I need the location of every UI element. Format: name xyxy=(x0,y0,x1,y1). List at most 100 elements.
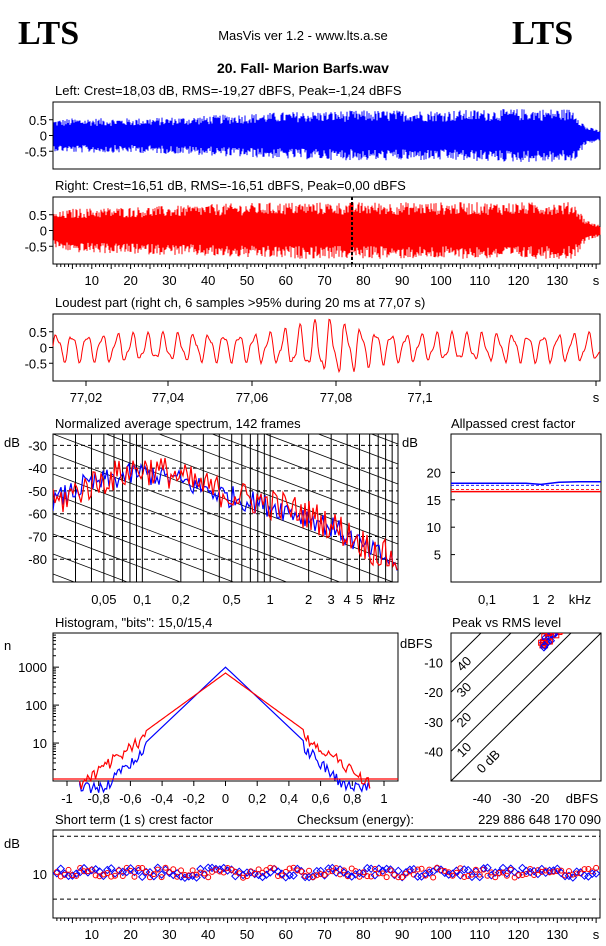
logo-left: LTS xyxy=(18,15,79,52)
shortcrest-right-point xyxy=(484,872,491,879)
shortcrest-left-point xyxy=(262,870,271,880)
shortcrest-left-point xyxy=(386,865,395,874)
shortcrest-right-point xyxy=(205,874,212,881)
shortcrest-right-point xyxy=(100,871,107,878)
shortcrest-right-point xyxy=(329,868,336,875)
shortcrest-right-point xyxy=(581,866,588,873)
peakrms-left-point xyxy=(561,615,568,622)
right-xtick-label: 50 xyxy=(240,273,254,288)
shortcrest-right-point xyxy=(143,868,150,875)
shortcrest-right-point xyxy=(174,873,181,880)
shortcrest-right-point xyxy=(321,871,328,878)
peakrms-right-point xyxy=(553,633,560,639)
shortcrest-right-point xyxy=(496,869,503,876)
shortcrest-right-point xyxy=(298,868,305,875)
shortcrest-xtick-label: 60 xyxy=(279,927,293,942)
shortcrest-left-point xyxy=(149,871,159,881)
right-xtick-label: 60 xyxy=(279,273,293,288)
shortcrest-right-point xyxy=(476,871,483,878)
shortcrest-right-point xyxy=(371,865,378,872)
allpassed-plot: 20 15 10 5 0,1 1 2 kHz xyxy=(427,465,601,607)
spectrum-xtick-label: 0,05 xyxy=(91,592,116,607)
shortcrest-right-point xyxy=(240,874,247,881)
shortcrest-right-point xyxy=(465,873,472,880)
histogram-xtick-label: 0 xyxy=(222,791,229,806)
histogram-xtick-label: -0,6 xyxy=(119,791,141,806)
spectrum-xtick-label: 0,1 xyxy=(133,592,151,607)
shortcrest-left-point xyxy=(91,865,100,874)
shortcrest-xtick-label: 90 xyxy=(395,927,409,942)
shortcrest-left-point xyxy=(483,863,492,872)
spectrum-slope-line xyxy=(53,473,341,582)
shortcrest-right-point xyxy=(189,867,196,874)
spectrum-xtick-label: 7 xyxy=(375,592,382,607)
shortcrest-xtick-label: 50 xyxy=(240,927,254,942)
left-ytick-label: 0.5 xyxy=(29,113,47,128)
histogram-title: Histogram, "bits": 15,0/15,4 xyxy=(55,615,212,630)
left-ytick-label: 0 xyxy=(40,129,47,144)
right-xtick-label: 40 xyxy=(201,273,215,288)
loudest-xtick-label: 77,1 xyxy=(407,390,432,405)
shortcrest-right-point xyxy=(139,864,146,871)
shortcrest-right-point xyxy=(115,867,122,874)
spectrum-ytick-label: -30 xyxy=(28,438,47,453)
peakrms-frame xyxy=(450,632,602,782)
shortcrest-right-point xyxy=(271,865,278,872)
spectrum-slope-line xyxy=(158,434,398,525)
peakrms-right-point xyxy=(557,633,564,634)
shortcrest-right-point xyxy=(531,871,538,878)
shortcrest-right-point xyxy=(61,871,68,878)
shortcrest-left-point xyxy=(475,872,484,882)
loudest-xtick-label: s xyxy=(593,390,600,405)
allpassed-frame xyxy=(450,433,602,583)
shortcrest-right-point xyxy=(84,868,91,875)
right-xtick-label: 10 xyxy=(85,273,99,288)
shortcrest-xtick-label: 40 xyxy=(201,927,215,942)
histogram-xtick-label: -0,4 xyxy=(151,791,173,806)
peakrms-right-point xyxy=(546,633,553,636)
histogram-plot: 1000 100 10 -1 -0,8 -0,6 -0,4 -0,2 0 0,2 0,4 0,6 0,8… xyxy=(18,634,398,806)
shortcrest-right-point xyxy=(112,872,119,879)
shortcrest-left-point xyxy=(273,867,283,876)
shortcrest-right-point xyxy=(135,864,142,871)
peakrms-diag xyxy=(451,633,542,723)
peakrms-diag xyxy=(451,633,482,663)
loudest-ytick-label: 0 xyxy=(40,341,47,356)
loudest-part-plot: 0.50-0.5 77,02 77,04 77,06 77,08 77,1 s xyxy=(25,318,601,405)
shortcrest-xtick-label: 70 xyxy=(317,927,331,942)
right-xtick-label: 130 xyxy=(546,273,568,288)
shortcrest-right-point xyxy=(104,870,111,877)
spectrum-slope-line xyxy=(53,533,182,582)
peakrms-right-point xyxy=(564,613,569,618)
shortcrest-left-point xyxy=(518,863,527,873)
shortcrest-title: Short term (1 s) crest factor xyxy=(55,812,214,827)
shortcrest-right-point xyxy=(488,869,495,876)
spectrum-slope-line xyxy=(317,434,398,465)
spectrum-ytick-label: -60 xyxy=(28,507,47,522)
shortcrest-right-point xyxy=(368,873,375,880)
spectrum-xtick-label: 0,5 xyxy=(223,592,241,607)
spectrum-slope-line xyxy=(53,553,129,582)
shortcrest-right-point xyxy=(123,864,130,871)
right-xtick-label: 90 xyxy=(395,273,409,288)
histogram-left-series xyxy=(79,666,371,794)
shortcrest-right-point xyxy=(418,865,425,872)
shortcrest-left-point xyxy=(343,870,353,879)
shortcrest-right-point xyxy=(77,865,84,872)
histogram-right-series xyxy=(79,672,371,790)
shortcrest-right-point xyxy=(286,865,293,872)
allpassed-xtick-label: 2 xyxy=(547,592,554,607)
checksum-label: Checksum (energy): xyxy=(297,812,414,827)
shortcrest-right-point xyxy=(457,865,464,872)
shortcrest-xtick-label: 110 xyxy=(469,927,490,942)
shortcrest-right-point xyxy=(538,868,545,875)
shortcrest-right-point xyxy=(185,872,192,879)
allpassed-ytick-label: 20 xyxy=(427,465,441,480)
spectrum-ylabel: dB xyxy=(4,435,20,450)
shortcrest-right-point xyxy=(146,874,153,881)
shortcrest-right-point xyxy=(379,870,386,877)
spectrum-xtick-label: kHz xyxy=(373,592,395,607)
right-xtick-label: 100 xyxy=(430,273,452,288)
shortcrest-left-point xyxy=(192,873,201,882)
